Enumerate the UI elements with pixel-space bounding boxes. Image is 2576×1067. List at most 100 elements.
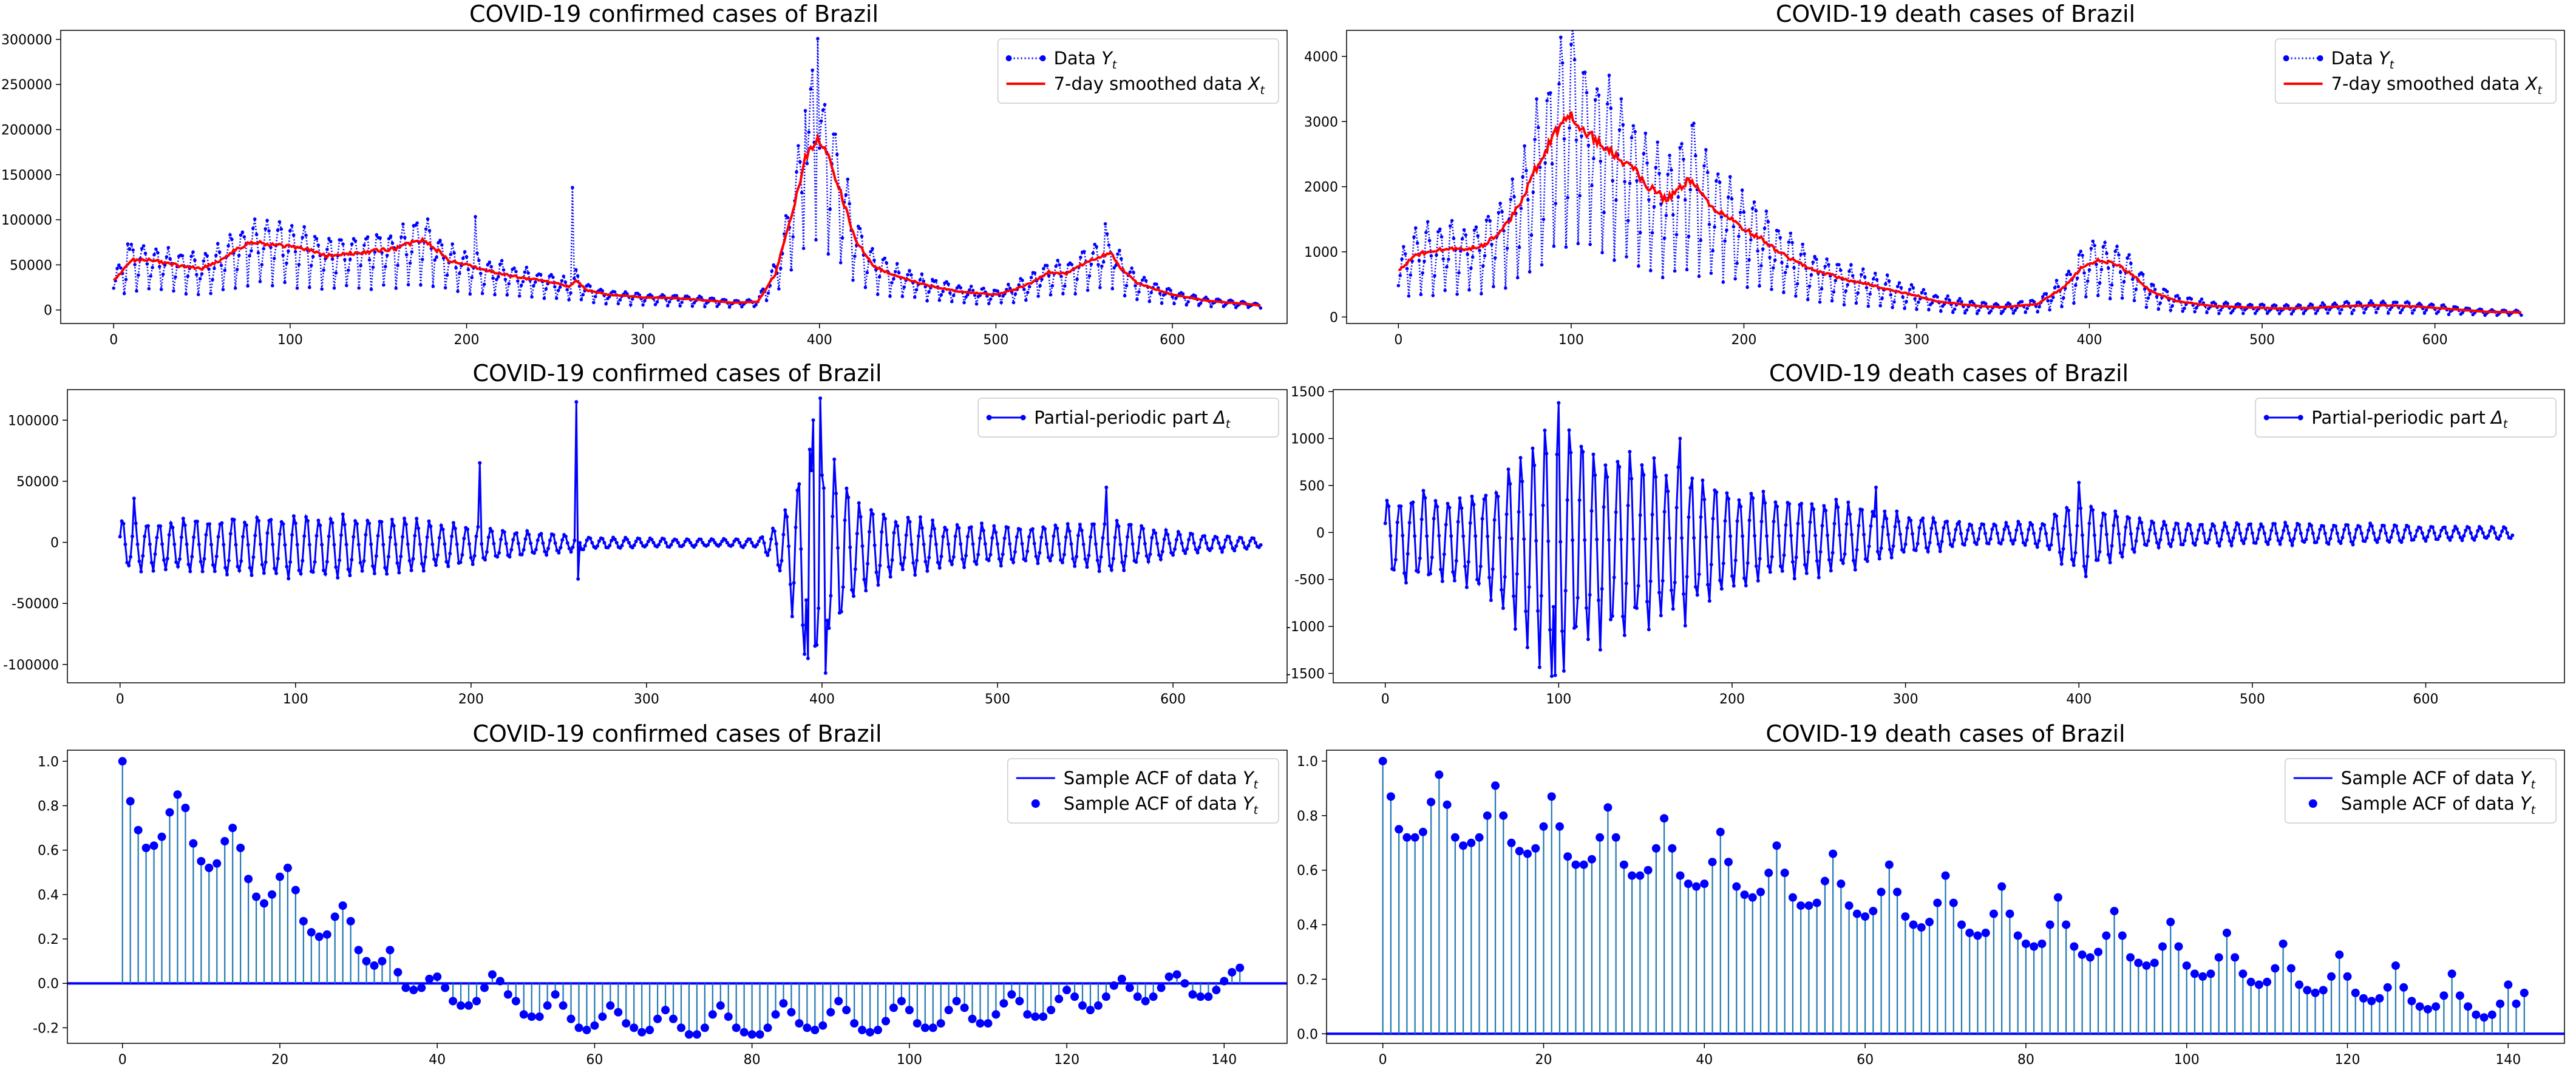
data-point bbox=[1135, 297, 1139, 302]
delta-point bbox=[257, 519, 261, 523]
data-point bbox=[437, 241, 440, 245]
data-point bbox=[1466, 252, 1469, 256]
delta-line bbox=[1384, 402, 2513, 677]
data-point bbox=[860, 234, 864, 239]
delta-point bbox=[439, 523, 443, 527]
data-point bbox=[1464, 233, 1468, 237]
data-point bbox=[2447, 313, 2451, 316]
data-point bbox=[1405, 266, 1409, 271]
data-point bbox=[826, 252, 831, 256]
acf-series bbox=[1327, 756, 2564, 1035]
delta-point bbox=[1083, 557, 1087, 561]
delta-point bbox=[1848, 512, 1852, 517]
data-point bbox=[1719, 215, 1724, 219]
delta-point bbox=[878, 563, 882, 567]
delta-point bbox=[2458, 535, 2462, 540]
data-point bbox=[1438, 227, 1442, 231]
delta-point bbox=[1986, 541, 1991, 546]
plot-frame bbox=[1346, 30, 2565, 324]
x-tick-label: 0 bbox=[116, 692, 124, 707]
data-point bbox=[350, 242, 354, 246]
delta-point bbox=[688, 541, 693, 545]
acf-point bbox=[622, 1019, 631, 1028]
acf-point bbox=[606, 1001, 615, 1010]
delta-point bbox=[488, 527, 492, 531]
delta-point bbox=[1229, 541, 1233, 545]
data-point bbox=[2316, 309, 2319, 313]
delta-point bbox=[2498, 534, 2503, 538]
delta-point bbox=[1439, 567, 1443, 572]
data-point bbox=[821, 108, 825, 112]
delta-point bbox=[620, 544, 624, 547]
acf-point bbox=[1164, 972, 1174, 981]
acf-point bbox=[1780, 869, 1789, 878]
delta-point bbox=[2056, 532, 2060, 536]
delta-point bbox=[2087, 521, 2092, 526]
data-point bbox=[1027, 285, 1031, 289]
delta-point bbox=[423, 555, 427, 559]
acf-point bbox=[2110, 907, 2119, 916]
data-point bbox=[1549, 91, 1552, 95]
data-point bbox=[221, 288, 225, 291]
delta-point bbox=[2207, 537, 2211, 541]
delta-point bbox=[1234, 544, 1239, 548]
delta-point bbox=[1737, 498, 1741, 502]
delta-point bbox=[1936, 542, 1940, 546]
delta-point bbox=[588, 537, 593, 540]
x-tick-label: 300 bbox=[634, 692, 659, 707]
acf-point bbox=[1086, 1006, 1095, 1015]
delta-point bbox=[2379, 529, 2383, 533]
delta-point bbox=[2054, 514, 2059, 518]
delta-point bbox=[571, 545, 575, 549]
delta-point bbox=[1061, 560, 1064, 564]
delta-point bbox=[2282, 529, 2286, 533]
data-point bbox=[1818, 300, 1822, 304]
data-point bbox=[184, 292, 188, 296]
data-point bbox=[2060, 305, 2064, 308]
data-point bbox=[1580, 134, 1583, 138]
delta-point bbox=[2408, 531, 2412, 535]
acf-point bbox=[2214, 953, 2223, 962]
y-tick-label: -100000 bbox=[3, 658, 59, 673]
delta-point bbox=[1452, 578, 1456, 583]
delta-point bbox=[1688, 486, 1693, 490]
delta-point bbox=[2286, 531, 2291, 535]
panel-title: COVID-19 confirmed cases of Brazil bbox=[472, 720, 882, 747]
legend-swatch-marker bbox=[1020, 415, 1026, 421]
delta-point bbox=[2214, 531, 2218, 535]
delta-point bbox=[1383, 521, 1387, 526]
data-point bbox=[1450, 218, 1454, 223]
delta-point bbox=[1792, 577, 1796, 581]
acf-point bbox=[2415, 1002, 2424, 1011]
delta-point bbox=[397, 571, 401, 575]
data-point bbox=[193, 258, 197, 262]
delta-point bbox=[1844, 522, 1849, 526]
data-point bbox=[766, 291, 770, 295]
data-point bbox=[2098, 281, 2102, 285]
delta-point bbox=[1843, 552, 1847, 556]
delta-point bbox=[1557, 401, 1561, 405]
data-point bbox=[1194, 294, 1197, 298]
data-point bbox=[1687, 234, 1691, 239]
delta-point bbox=[2500, 529, 2504, 534]
delta-point bbox=[1548, 628, 1552, 632]
delta-point bbox=[1765, 534, 1769, 538]
data-point bbox=[971, 288, 975, 293]
data-point bbox=[1697, 274, 1701, 279]
delta-point bbox=[664, 541, 668, 545]
x-tick-label: 0 bbox=[118, 1052, 127, 1067]
delta-point bbox=[2073, 550, 2078, 555]
delta-point bbox=[228, 532, 233, 536]
delta-point bbox=[899, 561, 903, 566]
acf-point bbox=[1402, 833, 1412, 842]
delta-point bbox=[1157, 553, 1161, 557]
delta-point bbox=[214, 554, 219, 558]
data-point bbox=[1628, 181, 1632, 185]
delta-point bbox=[2039, 527, 2043, 531]
delta-point bbox=[334, 565, 338, 569]
data-point bbox=[526, 271, 530, 275]
delta-point bbox=[1500, 588, 1504, 592]
legend-swatch-marker bbox=[1031, 799, 1040, 808]
delta-point bbox=[2238, 531, 2242, 535]
data-point bbox=[115, 266, 119, 271]
